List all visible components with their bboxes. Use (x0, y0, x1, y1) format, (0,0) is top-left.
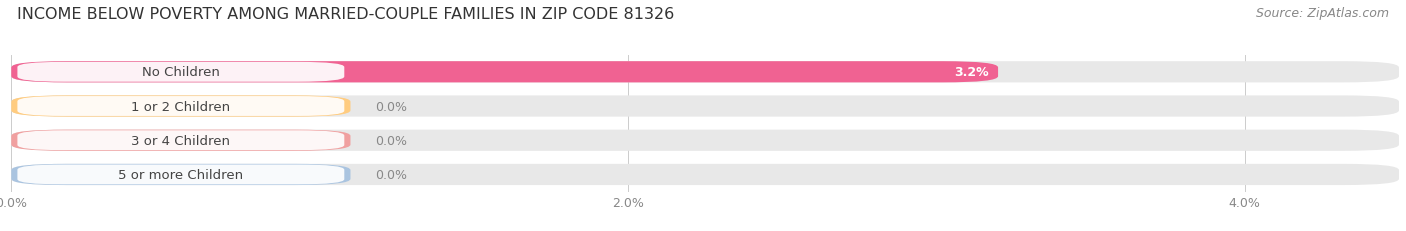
FancyBboxPatch shape (11, 96, 350, 117)
FancyBboxPatch shape (17, 97, 344, 116)
FancyBboxPatch shape (17, 63, 344, 82)
Text: 0.0%: 0.0% (375, 134, 408, 147)
FancyBboxPatch shape (17, 131, 344, 151)
FancyBboxPatch shape (11, 62, 1399, 83)
Text: 0.0%: 0.0% (375, 100, 408, 113)
Text: INCOME BELOW POVERTY AMONG MARRIED-COUPLE FAMILIES IN ZIP CODE 81326: INCOME BELOW POVERTY AMONG MARRIED-COUPL… (17, 7, 673, 22)
Text: 3 or 4 Children: 3 or 4 Children (131, 134, 231, 147)
FancyBboxPatch shape (11, 164, 1399, 185)
Text: 1 or 2 Children: 1 or 2 Children (131, 100, 231, 113)
Text: 0.0%: 0.0% (375, 168, 408, 181)
FancyBboxPatch shape (11, 130, 350, 151)
FancyBboxPatch shape (11, 62, 998, 83)
Text: Source: ZipAtlas.com: Source: ZipAtlas.com (1256, 7, 1389, 20)
FancyBboxPatch shape (11, 96, 1399, 117)
Text: 5 or more Children: 5 or more Children (118, 168, 243, 181)
FancyBboxPatch shape (11, 130, 1399, 151)
FancyBboxPatch shape (17, 165, 344, 185)
Text: No Children: No Children (142, 66, 219, 79)
FancyBboxPatch shape (11, 164, 350, 185)
Text: 3.2%: 3.2% (955, 66, 988, 79)
